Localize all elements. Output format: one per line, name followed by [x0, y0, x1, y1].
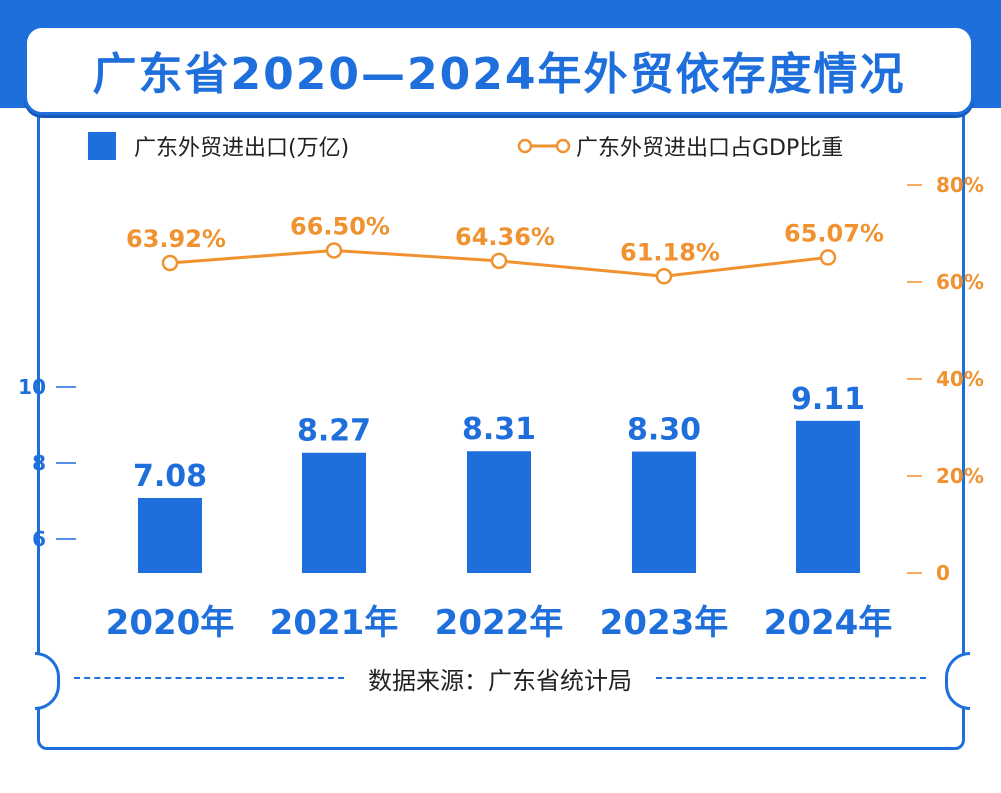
y-left-tick-label: 6	[32, 527, 46, 551]
bar-value-label: 9.11	[791, 382, 865, 417]
x-category-label: 2024年	[764, 603, 893, 643]
title-box: 广东省2020—2024年外贸依存度情况	[24, 25, 974, 115]
x-category-label: 2022年	[435, 603, 564, 643]
x-category-label: 2021年	[270, 603, 399, 643]
line-value-label: 66.50%	[290, 212, 390, 240]
bar	[302, 452, 366, 573]
line-point	[655, 268, 673, 285]
legend-bar: 广东外贸进出口(万亿)	[88, 130, 349, 162]
y-right-tick-label: 0	[936, 561, 950, 585]
source-dash-left	[74, 677, 344, 679]
line-point	[819, 249, 837, 266]
y-right-tick-label: 20%	[936, 464, 984, 488]
y-left-tick-label: 8	[32, 451, 46, 475]
legend-line: 广东外贸进出口占GDP比重	[516, 130, 843, 162]
bar	[632, 451, 696, 573]
line-value-label: 64.36%	[455, 223, 555, 251]
bar	[796, 420, 860, 573]
legend-line-label: 广东外贸进出口占GDP比重	[576, 136, 844, 161]
source-row: 数据来源：广东省统计局	[60, 660, 940, 696]
y-left-tick-label: 10	[18, 375, 46, 399]
line-value-label: 61.18%	[620, 238, 720, 266]
y-right-tick-label: 60%	[936, 270, 984, 294]
bar-value-label: 8.30	[627, 413, 701, 448]
legend-bar-swatch-icon	[88, 132, 116, 160]
bar-value-label: 7.08	[133, 459, 207, 494]
chart-title: 广东省2020—2024年外贸依存度情况	[92, 49, 906, 100]
line-value-label: 65.07%	[784, 219, 884, 247]
bar	[467, 451, 531, 573]
line-point	[490, 252, 508, 270]
x-category-label: 2020年	[106, 603, 235, 643]
legend-bar-label: 广东外贸进出口(万亿)	[134, 136, 350, 161]
bar	[138, 497, 202, 573]
y-right-tick-label: 40%	[936, 367, 984, 391]
legend-line-swatch-icon	[517, 138, 571, 154]
line-value-label: 63.92%	[126, 225, 226, 253]
y-right-tick-label: 80%	[936, 173, 984, 197]
line-point	[161, 254, 179, 272]
source-dash-right	[656, 677, 926, 679]
bar-value-label: 8.27	[297, 414, 371, 449]
source-text: 数据来源：广东省统计局	[368, 666, 632, 695]
x-category-label: 2023年	[600, 603, 729, 643]
bar-value-label: 8.31	[462, 412, 536, 447]
line-point	[325, 242, 343, 259]
